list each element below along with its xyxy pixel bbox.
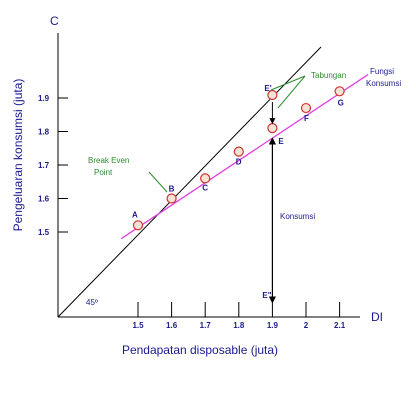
y-axis-letter: C [50,14,59,28]
x-tick-label: 1.6 [166,321,178,330]
tabungan-pointer-2 [270,75,306,91]
konsumsi-label: Konsumsi [280,212,315,221]
fungsi-konsumsi-label-line1: Fungsi [370,67,394,76]
x-ticks: 1.5 1.6 1.7 1.8 1.9 2 2.1 [132,302,346,330]
x-tick-label: 2 [304,321,309,330]
point-label: D [236,158,242,167]
point-d-marker [233,146,244,157]
forty-five-degree-line [57,46,322,318]
origin-angle-label: 45º [86,298,98,307]
x-tick-label: 1.8 [233,321,245,330]
x-tick-label: 1.7 [200,321,212,330]
x-axis-title: Pendapatan disposable (juta) [122,343,278,357]
point-label: G [338,98,344,107]
point-label: A [132,210,138,219]
axis-point-label: E" [262,291,271,300]
point-c-marker [200,173,211,184]
break-even-label-line2: Point [94,168,113,177]
data-points: A B C D E F G E' E" [132,84,345,300]
fungsi-konsumsi-label-line2: Konsumsi [366,79,401,88]
point-label: E' [264,84,271,93]
point-label: F [304,114,309,123]
consumption-function-line [120,74,369,240]
x-tick-label: 2.1 [334,321,346,330]
y-tick-label: 1.9 [38,94,50,103]
point-label: E [278,137,284,146]
x-tick-label: 1.5 [132,321,144,330]
point-g-marker [334,86,345,97]
y-ticks: 1.5 1.6 1.7 1.8 1.9 [38,94,68,237]
point-f-marker [300,102,312,114]
x-tick-label: 1.9 [267,321,279,330]
point-a-marker [132,220,144,231]
point-e-marker [267,123,278,134]
point-label: C [202,183,208,192]
break-even-label-line1: Break Even [88,156,129,165]
y-tick-label: 1.6 [38,195,50,204]
point-b-marker [166,193,177,204]
point-e-prime-marker [267,89,278,101]
y-tick-label: 1.8 [38,128,50,137]
tabungan-label: Tabungan [311,71,346,80]
y-axis-title: Pengeluaran konsumsi (juta) [11,79,25,232]
y-tick-label: 1.5 [38,228,50,237]
x-axis-letter: DI [371,310,383,324]
y-tick-label: 1.7 [38,161,50,170]
break-even-pointer [148,171,168,193]
point-label: B [169,185,175,194]
tabungan-pointer-1 [277,75,306,109]
